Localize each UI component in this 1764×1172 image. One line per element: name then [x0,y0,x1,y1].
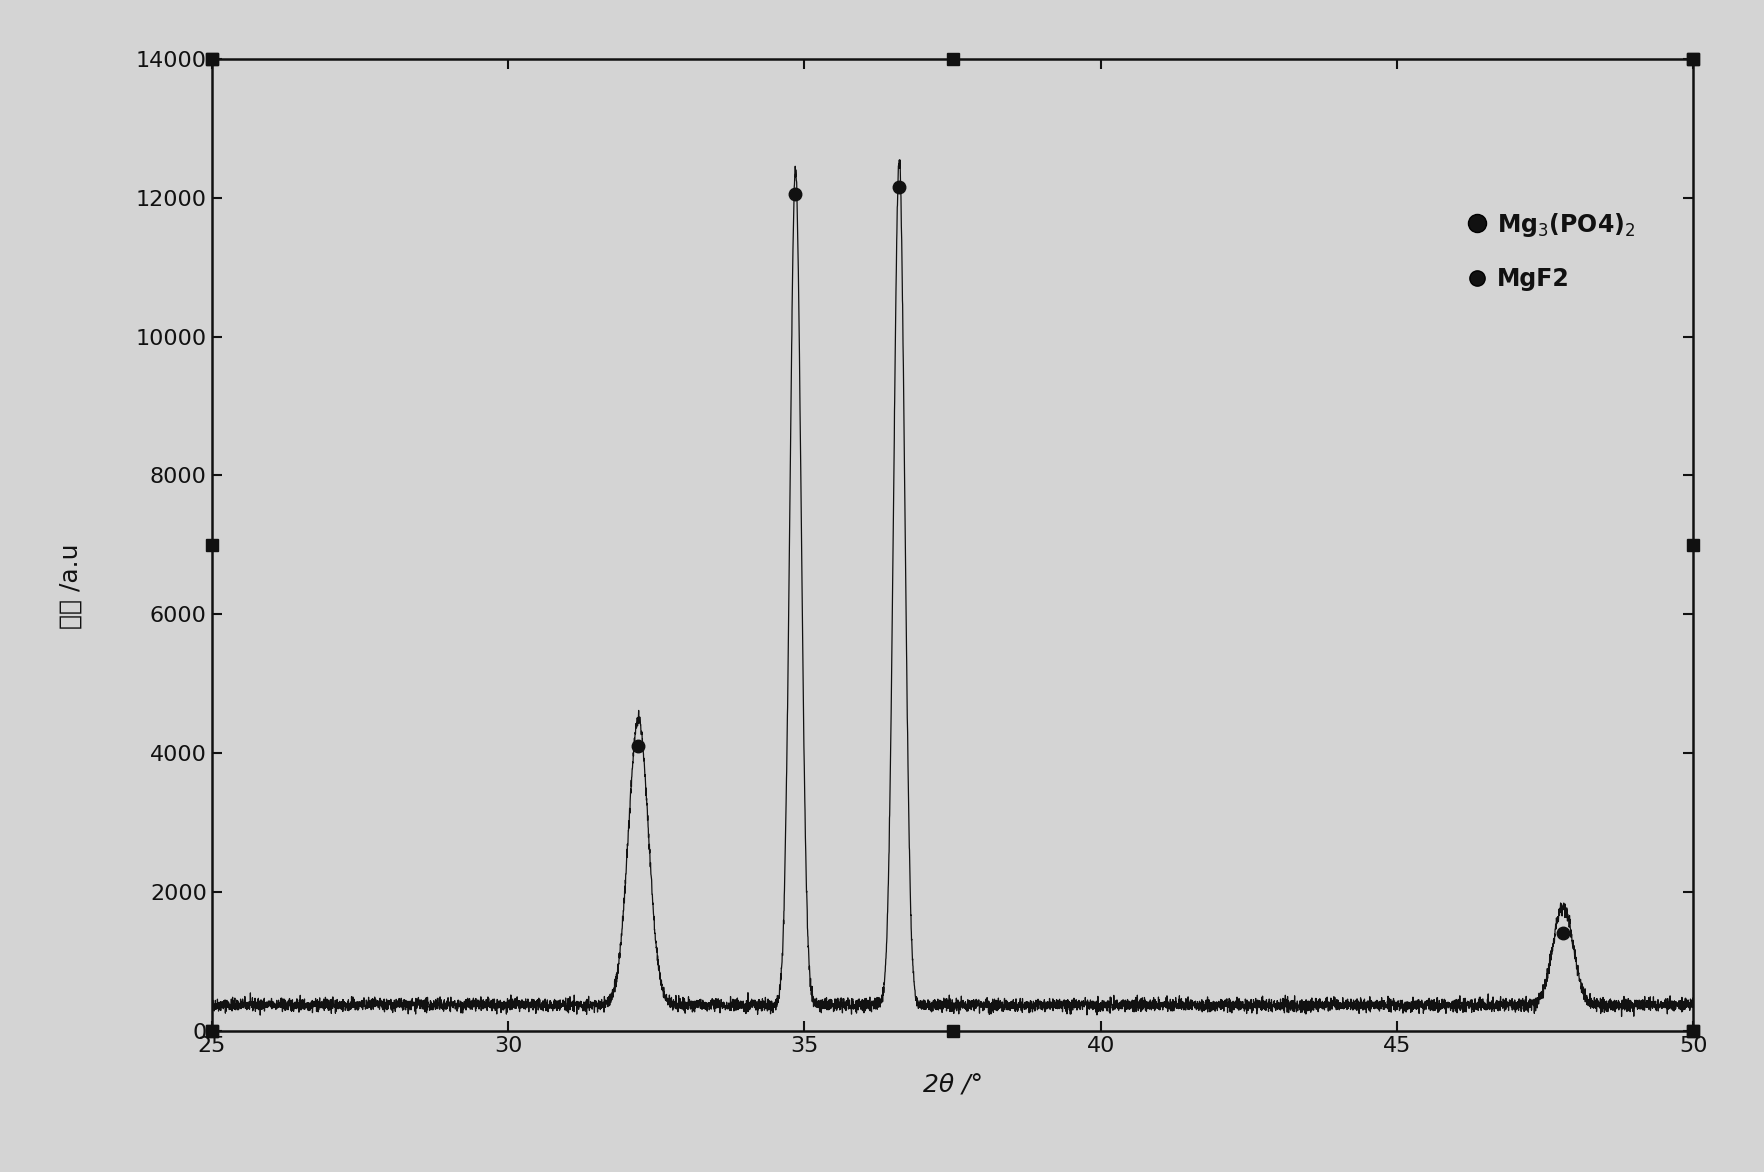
Legend: Mg$_3$(PO4)$_2$, MgF2: Mg$_3$(PO4)$_2$, MgF2 [1448,188,1660,315]
X-axis label: 2θ /°: 2θ /° [923,1072,983,1097]
Text: 强度 /a.u: 强度 /a.u [58,544,83,628]
